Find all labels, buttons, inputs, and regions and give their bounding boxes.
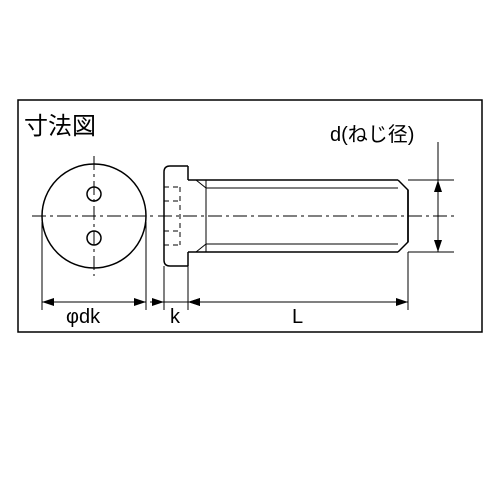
label-thread-diameter: d(ねじ径)	[330, 118, 414, 147]
diagram-title: 寸法図	[24, 106, 96, 141]
label-head-height: k	[170, 306, 180, 329]
dim-L-arr-r	[396, 298, 408, 306]
label-head-diameter: φdk	[66, 306, 100, 329]
dim-d-arrow-bot	[434, 240, 442, 252]
thread-runout-top	[196, 180, 206, 188]
dim-phidk-arr-r	[134, 298, 146, 306]
thread-runout-bot	[196, 244, 206, 252]
dim-k-arr-l	[152, 298, 164, 306]
dim-L-arr-l	[188, 298, 200, 306]
drawing-svg	[0, 0, 500, 500]
diagram-container: 寸法図 d(ねじ径) φdk k L	[0, 0, 500, 500]
dim-phidk-arr-l	[42, 298, 54, 306]
dim-d-arrow-top	[434, 180, 442, 192]
label-length: L	[292, 306, 303, 329]
